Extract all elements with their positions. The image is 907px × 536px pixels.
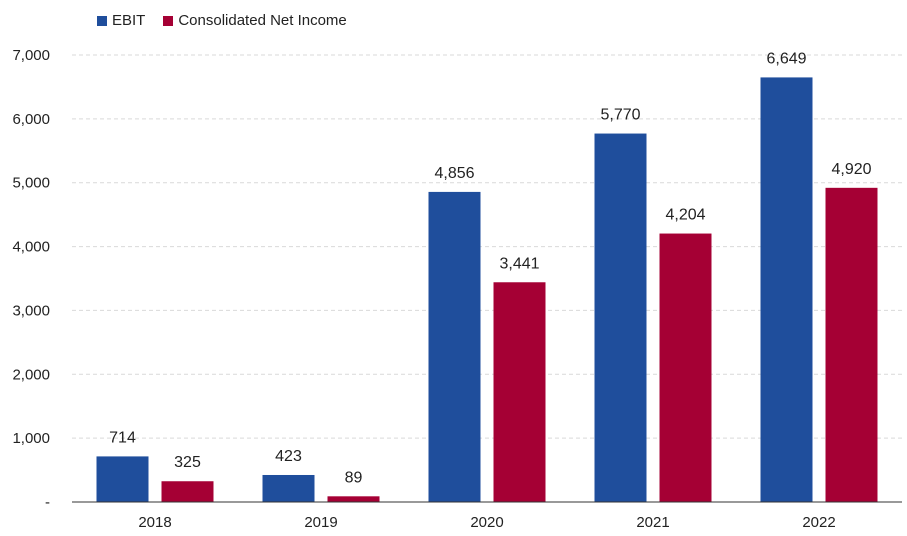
data-label: 5,770 [600,107,640,124]
bar-ebit-2022 [760,77,813,503]
x-axis: 2018 2019 2020 2021 2022 [72,501,902,531]
x-tick-label: 2019 [304,514,337,531]
bar-net-income-2021 [659,233,712,503]
x-tick-label: 2021 [636,514,669,531]
y-tick-label: - [45,494,50,511]
data-label: 4,204 [665,207,705,224]
x-tick-label: 2020 [470,514,503,531]
data-label: 423 [275,448,302,465]
x-tick-label: 2022 [802,514,835,531]
legend-swatch-net-income [163,15,174,26]
data-label: 6,649 [766,50,806,67]
data-label: 3,441 [499,255,539,272]
bar-net-income-2020 [493,282,546,502]
x-tick-label: 2018 [138,514,171,531]
y-tick-label: 5,000 [12,175,50,192]
data-label: 89 [345,469,363,486]
y-tick-label: 3,000 [12,302,50,319]
data-label: 325 [174,454,201,471]
bar-ebit-2021 [594,133,647,502]
gridlines [72,54,902,439]
data-label: 4,856 [434,165,474,182]
y-tick-label: 1,000 [12,430,50,447]
y-tick-label: 4,000 [12,239,50,256]
bar-net-income-2018 [161,481,214,502]
legend-label-ebit: EBIT [112,12,146,29]
y-tick-label: 6,000 [12,111,50,128]
bar-net-income-2019 [327,496,380,502]
y-tick-label: 7,000 [12,47,50,64]
chart-legend: EBIT Consolidated Net Income [97,12,347,29]
bar-ebit-2018 [96,456,149,502]
data-label: 714 [109,429,136,446]
legend-label-net-income: Consolidated Net Income [178,12,347,29]
bar-ebit-2019 [262,474,315,502]
y-axis: - 1,000 2,000 3,000 4,000 5,000 6,000 7,000 [12,47,50,511]
y-tick-label: 2,000 [12,366,50,383]
bars: 714 325 423 89 4,856 3,441 5,770 4,204 6,649 4,92… [96,50,878,503]
legend-swatch-ebit [97,15,107,26]
legend-item-ebit: EBIT [97,12,145,29]
bar-net-income-2022 [825,187,878,502]
legend-item-net-income: Consolidated Net Income [163,12,347,29]
data-label: 4,920 [831,161,871,178]
bar-ebit-2020 [428,191,481,502]
